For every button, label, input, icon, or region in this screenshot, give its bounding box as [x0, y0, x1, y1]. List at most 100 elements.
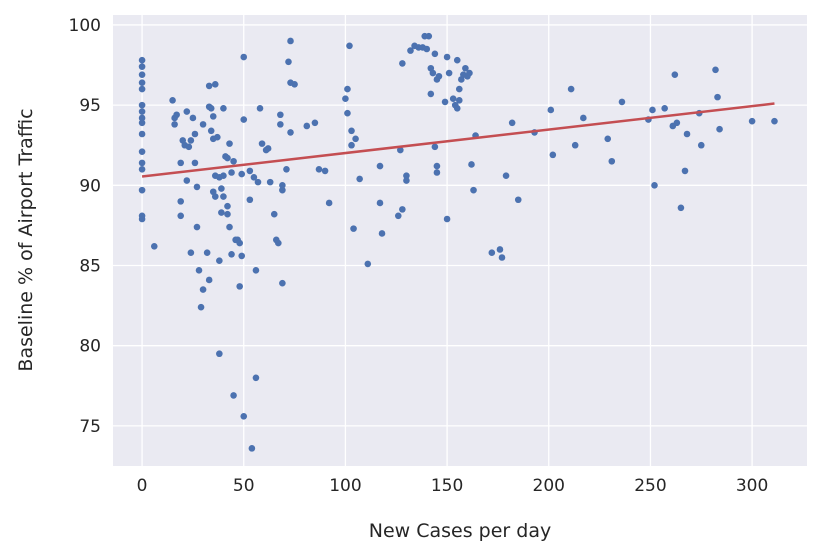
y-tick-label: 80: [79, 337, 101, 357]
y-tick-label: 95: [79, 96, 101, 116]
point: [264, 145, 272, 152]
point: [230, 157, 237, 165]
point: [277, 111, 284, 119]
point: [681, 167, 689, 175]
point: [279, 279, 286, 287]
point: [138, 108, 146, 115]
point: [138, 148, 146, 155]
point: [378, 230, 386, 237]
point: [248, 445, 256, 452]
point: [197, 303, 205, 311]
point: [498, 254, 506, 261]
point: [712, 66, 719, 74]
point: [191, 159, 199, 167]
point: [138, 101, 146, 109]
point: [224, 210, 231, 218]
point: [433, 169, 441, 176]
point: [608, 157, 616, 165]
point: [171, 121, 178, 128]
point: [399, 60, 406, 67]
point: [567, 85, 575, 93]
point: [220, 193, 227, 200]
point: [207, 127, 215, 135]
point: [403, 172, 410, 180]
point: [423, 45, 431, 53]
point: [376, 162, 384, 170]
point: [218, 209, 225, 216]
point: [748, 117, 756, 125]
point: [207, 105, 215, 112]
point: [185, 143, 193, 151]
point: [203, 249, 211, 256]
point: [238, 170, 246, 178]
point: [311, 119, 319, 127]
x-tick-label: 250: [634, 476, 666, 496]
point: [270, 210, 278, 218]
point: [183, 177, 191, 184]
x-tick-label: 100: [329, 476, 361, 496]
y-tick-label: 90: [79, 176, 101, 196]
point: [502, 172, 510, 180]
point: [238, 252, 246, 260]
point: [462, 64, 469, 72]
point: [236, 239, 243, 247]
point: [173, 111, 180, 119]
point: [580, 114, 587, 122]
point: [453, 56, 461, 64]
point: [275, 239, 282, 247]
point: [427, 90, 435, 98]
point: [177, 198, 185, 205]
point: [604, 135, 612, 143]
point: [220, 105, 227, 112]
point: [199, 121, 207, 128]
point: [714, 93, 721, 101]
point: [216, 350, 223, 358]
point: [344, 85, 351, 93]
point: [677, 204, 685, 212]
y-tick-label: 100: [69, 16, 101, 36]
point: [138, 165, 146, 173]
point: [183, 108, 191, 115]
point: [240, 412, 248, 420]
point: [346, 42, 353, 50]
point: [224, 202, 231, 210]
point: [205, 82, 213, 90]
point: [138, 56, 146, 64]
point: [315, 165, 323, 173]
point: [254, 178, 262, 186]
point: [252, 267, 260, 274]
point: [683, 130, 691, 138]
point: [468, 161, 475, 168]
point: [618, 98, 626, 106]
point: [376, 199, 384, 207]
point: [407, 47, 414, 54]
point: [226, 140, 233, 147]
point: [216, 257, 223, 265]
point: [193, 223, 201, 231]
point: [279, 186, 286, 194]
point: [303, 122, 311, 130]
point: [287, 129, 294, 136]
x-tick-label: 200: [533, 476, 565, 496]
point: [697, 141, 705, 149]
point: [138, 215, 146, 223]
point: [205, 276, 213, 284]
point: [356, 175, 363, 183]
point: [177, 159, 185, 167]
point: [441, 98, 449, 106]
point: [455, 85, 463, 93]
point: [508, 119, 516, 127]
point: [431, 143, 439, 151]
point: [218, 185, 225, 192]
point: [224, 154, 231, 162]
point: [138, 159, 146, 167]
point: [236, 283, 243, 290]
point: [211, 80, 219, 88]
point: [138, 119, 146, 127]
point: [470, 186, 477, 194]
point: [226, 223, 233, 231]
point: [321, 167, 329, 175]
point: [240, 53, 248, 61]
point: [350, 225, 357, 232]
point: [195, 267, 203, 274]
